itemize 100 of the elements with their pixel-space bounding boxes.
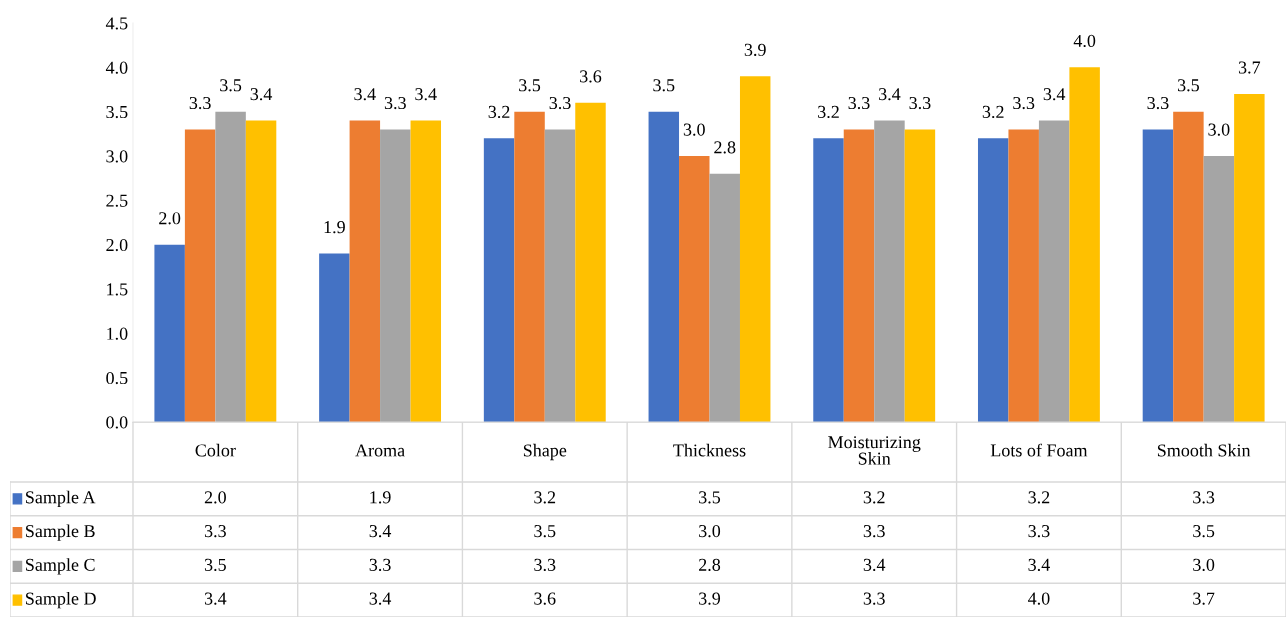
bar — [679, 156, 710, 422]
legend-label: Sample A — [26, 490, 96, 508]
text: 3.3 — [1147, 96, 1169, 110]
data-label: 3.0 — [699, 524, 721, 538]
text: 3.9 — [744, 43, 766, 56]
y-tick-label: 4.0 — [105, 61, 128, 74]
x-tick-label: Smooth Skin — [1157, 443, 1251, 457]
x-tick-label: Shape — [523, 443, 567, 461]
data-label: 3.3 — [534, 558, 556, 571]
data-label: 3.6 — [534, 592, 556, 605]
bar — [544, 129, 576, 422]
text: 3.3 — [384, 96, 406, 110]
y-tick-label: 2.5 — [106, 194, 128, 207]
x-tick-label: Aroma — [355, 444, 405, 457]
data-label: 3.4 — [369, 525, 392, 538]
data-label: 3.3 — [1193, 491, 1215, 504]
bar — [575, 102, 606, 422]
bar — [977, 138, 1009, 422]
bar — [1234, 93, 1265, 422]
text: 3.2 — [982, 105, 1004, 119]
bar — [154, 244, 185, 422]
text: 3.4 — [879, 88, 901, 101]
text: 3.7 — [1238, 61, 1261, 74]
text: 3.5 — [1177, 79, 1199, 92]
bar — [1069, 67, 1100, 422]
y-tick-label: 2.0 — [106, 238, 128, 252]
data-label: 3.3 — [204, 525, 226, 538]
text: 3.5 — [519, 79, 541, 92]
text: 3.4 — [250, 88, 273, 101]
y-tick-label: 1.0 — [107, 327, 128, 340]
text: 2.0 — [159, 212, 181, 225]
data-label: 3.7 — [1193, 592, 1215, 605]
text: 1.9 — [324, 221, 345, 234]
bar — [739, 76, 771, 422]
data-label: 4.0 — [1028, 592, 1050, 605]
bar — [1203, 156, 1235, 422]
bar — [483, 138, 515, 422]
data-label: 3.5 — [1193, 525, 1215, 538]
bar — [813, 138, 844, 422]
data-label: 3.2 — [534, 491, 556, 504]
bar — [245, 120, 277, 422]
data-label: 3.2 — [1028, 491, 1050, 504]
bar — [319, 253, 350, 422]
bar — [1008, 129, 1039, 422]
y-tick-label: 1.5 — [107, 283, 128, 296]
data-label: 3.5 — [534, 525, 556, 538]
data-label: 2.8 — [699, 558, 721, 571]
text: 2.8 — [714, 141, 736, 154]
data-label: 3.5 — [699, 491, 721, 504]
text: 3.5 — [220, 79, 242, 92]
y-tick-label: 3.0 — [106, 150, 128, 163]
bar — [380, 129, 411, 422]
bar — [904, 129, 936, 422]
data-label: 1.9 — [370, 491, 391, 504]
data-label: 3.4 — [204, 592, 227, 605]
text: 3.0 — [683, 123, 705, 136]
bar — [709, 173, 740, 422]
legend-label: Sample B — [26, 524, 95, 541]
text: 3.4 — [415, 88, 437, 101]
text: 3.6 — [580, 70, 602, 83]
data-label: 3.4 — [863, 558, 886, 571]
text: 3.4 — [354, 88, 376, 101]
data-label: 3.3 — [369, 558, 391, 571]
text: 3.3 — [909, 96, 931, 110]
data-label: 3.3 — [863, 525, 885, 538]
bar — [1142, 129, 1174, 422]
y-tick-label: 0.5 — [106, 371, 128, 385]
data-label: 3.3 — [863, 592, 885, 605]
x-tick-label: Color — [195, 443, 236, 457]
text: 3.3 — [189, 96, 211, 110]
y-tick-label: 3.5 — [106, 105, 128, 119]
bar — [410, 120, 442, 422]
data-label: 3.2 — [863, 491, 885, 504]
bar — [1038, 120, 1070, 422]
data-label: 3.0 — [1193, 558, 1215, 571]
text: 3.2 — [818, 105, 839, 119]
bar — [349, 120, 381, 422]
text: 3.5 — [653, 79, 675, 92]
data-label: 3.5 — [204, 558, 226, 571]
bar — [843, 129, 875, 422]
bar — [874, 120, 905, 422]
bar — [215, 111, 246, 422]
x-tick-label: Lots of Foam — [990, 443, 1088, 457]
data-label: 3.9 — [699, 592, 721, 605]
bar — [648, 111, 680, 422]
data-label: 3.4 — [1028, 558, 1050, 571]
y-tick-label: 0.0 — [106, 416, 128, 429]
bar — [184, 129, 216, 422]
bar — [1173, 111, 1204, 422]
data-label: 3.4 — [369, 592, 392, 605]
text: 3.0 — [1208, 123, 1230, 136]
y-tick-label: 4.5 — [105, 17, 128, 30]
text: 3.3 — [1013, 96, 1035, 110]
x-tick-label: Moisturizing Skin — [828, 436, 921, 465]
text: 3.4 — [1043, 88, 1066, 101]
data-label: 3.3 — [1028, 525, 1050, 538]
text: 3.3 — [848, 96, 870, 110]
x-tick-label: Thickness — [673, 443, 746, 457]
legend-label: Sample C — [26, 558, 95, 575]
text: 3.2 — [488, 105, 510, 119]
